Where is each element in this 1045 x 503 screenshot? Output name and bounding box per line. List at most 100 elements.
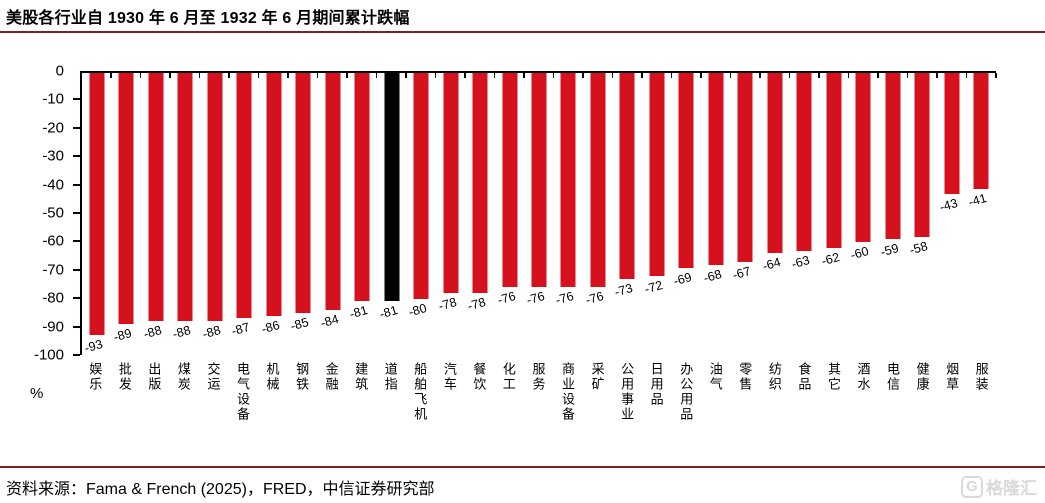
bar-value-label: -80 [407,300,429,320]
category-cell: 煤炭 [169,362,199,464]
bar-化工 [502,73,518,288]
category-cell: 道指 [375,362,405,464]
bar-value-label: -60 [849,244,871,263]
category-label-批发: 批发 [116,362,132,392]
bar-value-label: -85 [289,314,311,334]
bar-slot: -60 [849,73,880,355]
y-tick-mark [73,268,80,271]
bar-slot: -58 [908,73,939,355]
bar-value-label: -78 [436,294,458,314]
category-cell: 餐饮 [464,362,494,464]
bar-电信 [885,73,901,240]
footer-divider [0,466,1045,468]
category-cell: 批发 [110,362,140,464]
bar-公用事业 [619,73,635,279]
bar-其它 [826,73,842,248]
bar-食品 [796,73,812,251]
category-label-化工: 化工 [500,362,516,392]
bar-电气设备 [236,73,252,319]
bar-金融 [325,73,341,310]
bar-value-label: -86 [259,317,281,336]
category-cell: 交运 [198,362,228,464]
bar-商业设备 [560,73,576,288]
bar-value-label: -58 [908,238,930,258]
bar-服务 [531,73,547,288]
bar-value-label: -88 [171,323,193,342]
bar-slot: -80 [406,73,437,355]
bar-slot: -93 [82,73,113,356]
bar-value-label: -84 [318,311,340,331]
bar-value-label: -67 [731,263,753,283]
category-cell: 油气 [700,362,730,464]
bar-采矿 [590,73,606,288]
category-cell: 日用品 [641,362,671,464]
y-tick-label: -60 [42,232,64,250]
y-tick-mark [73,155,80,158]
category-label-服务: 服务 [530,362,546,392]
bar-value-label: -81 [348,303,370,322]
y-tick-label: -90 [42,318,64,336]
category-cell: 纺织 [760,362,790,464]
bar-value-label: -81 [377,303,399,322]
bar-船舶飞机 [413,73,429,299]
category-label-出版: 出版 [146,362,162,392]
category-cell: 服务 [523,362,553,464]
bar-slot: -81 [347,73,378,355]
bar-value-label: -72 [642,278,665,297]
bar-日用品 [649,73,665,277]
category-label-餐饮: 餐饮 [471,362,487,392]
y-tick-label: -70 [42,261,64,279]
y-tick-label: -50 [42,204,64,222]
bar-汽车 [443,73,459,293]
bar-slot: -78 [436,73,467,355]
bar-slot: -41 [967,73,998,355]
bar-烟草 [944,73,960,195]
bar-交运 [207,73,223,322]
y-tick-label: -100 [33,346,64,364]
bar-slot: -84 [318,73,349,355]
category-cell: 采矿 [582,362,612,464]
bar-slot: -76 [524,73,555,355]
bar-value-label: -63 [790,252,812,272]
category-cell: 健康 [907,362,937,464]
y-tick-label: -30 [42,147,64,165]
bar-娱乐 [89,73,105,336]
category-label-电气设备: 电气设备 [235,362,250,422]
category-cell: 出版 [139,362,169,464]
bar-value-label: -88 [200,323,222,342]
bar-slot: -76 [495,73,526,355]
bar-value-label: -69 [672,269,694,289]
bar-value-label: -59 [878,241,901,260]
bar-value-label: -43 [937,196,960,215]
bar-slot: -64 [760,73,791,355]
bar-value-label: -88 [141,323,163,342]
bar-健康 [914,73,930,237]
y-tick-mark [73,240,80,243]
bar-slot: -86 [259,73,290,355]
y-tick-label: -20 [42,119,64,137]
y-axis: 0 -10 -20 -30 -40 -50 -60 -70 -80 -90 -100 [0,63,80,364]
bar-纺织 [767,73,783,254]
category-label-电信: 电信 [885,362,901,392]
category-label-钢铁: 钢铁 [294,362,310,392]
y-tick-mark [73,126,80,129]
bar-value-label: -93 [82,337,104,356]
bar-slot: -88 [200,73,231,355]
bar-value-label: -68 [701,266,724,286]
x-axis-categories: 娱乐 批发 出版 煤炭 交运 电气设备 机械 钢铁 金融 建筑 道指 船舶飞机 汽车 餐饮 化工 服务 商业设备… [80,362,996,464]
category-label-商业设备: 商业设备 [560,362,576,422]
bar-道指 [384,73,400,302]
bar-value-label: -78 [466,294,488,314]
category-cell: 服装 [966,362,996,464]
bar-零售 [737,73,753,262]
bar-餐饮 [472,73,488,293]
y-tick-mark [73,212,80,214]
category-label-道指: 道指 [382,362,398,392]
category-label-油气: 油气 [707,362,723,392]
category-cell: 烟草 [937,362,967,464]
bar-slot: -63 [790,73,821,355]
y-tick-mark [73,354,80,356]
bar-value-label: -76 [554,289,576,308]
category-label-健康: 健康 [914,362,930,392]
